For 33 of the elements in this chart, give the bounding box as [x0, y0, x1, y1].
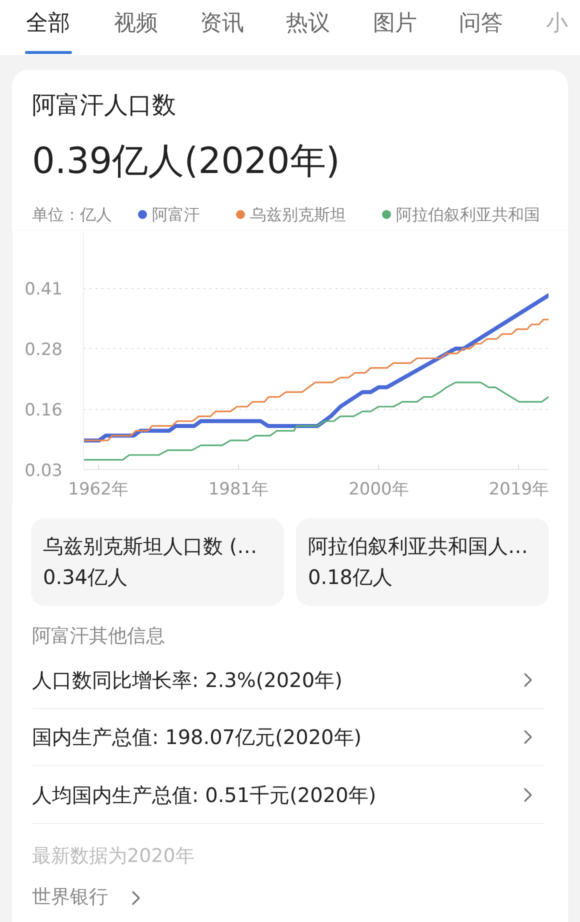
text: 阿拉伯叙利亚共和国人…	[308, 533, 528, 559]
text: 视频	[114, 10, 158, 38]
x-tick-label: 1962年	[68, 480, 128, 500]
y-tick-label: 0.03	[24, 461, 63, 481]
text: 国内生产总值: 198.07亿元(2020年)	[32, 724, 362, 750]
text: 世界银行	[32, 885, 108, 910]
text: 资讯	[200, 10, 244, 38]
text: 全部	[26, 10, 70, 38]
text: 人均国内生产总值: 0.51千元(2020年)	[32, 782, 376, 808]
text: 热议	[286, 10, 330, 38]
text: 人口数同比增长率: 2.3%(2020年)	[32, 667, 342, 693]
text: 阿富汗其他信息	[32, 624, 165, 649]
x-tick-label: 2000年	[348, 480, 409, 500]
chart-subtitle: 0.39亿人(2020年)	[32, 141, 340, 183]
text: 0.18亿人	[308, 564, 393, 590]
text: 乌兹别克斯坦人口数 (…	[43, 533, 258, 559]
y-tick-label: 0.41	[24, 280, 63, 300]
y-tick-label: 0.16	[24, 400, 63, 421]
x-tick-label: 1981年	[208, 480, 269, 500]
line-series	[84, 382, 548, 461]
legend-label: 阿拉伯叙利亚共和国	[396, 204, 540, 226]
text: 小	[546, 10, 568, 38]
text: 0.34亿人	[43, 564, 128, 590]
x-tick-label: 2019年	[488, 480, 550, 500]
y-tick-label: 0.28	[24, 340, 63, 360]
legend-label: 阿富汗	[152, 204, 200, 226]
chart-title: 阿富汗人口数	[32, 90, 176, 120]
text: 最新数据为2020年	[32, 844, 194, 869]
text: 图片	[373, 10, 417, 38]
y-axis-title: 单位：亿人	[32, 204, 112, 226]
text: 问答	[459, 10, 503, 38]
legend-label: 乌兹别克斯坦	[250, 204, 346, 226]
line-series	[84, 318, 548, 442]
